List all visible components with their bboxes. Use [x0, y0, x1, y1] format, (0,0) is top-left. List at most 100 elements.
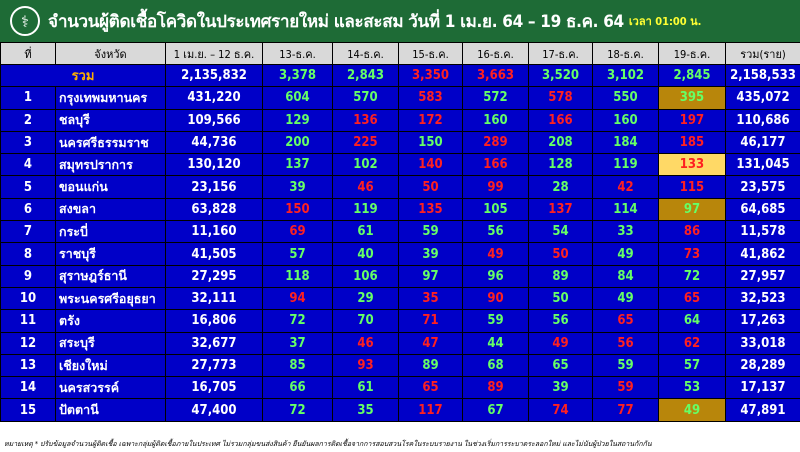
daily-cases: 172 [398, 108, 463, 132]
total-row: รวม 2,135,832 3,378 2,843 3,350 3,663 3,520 3,1… [0, 63, 800, 88]
rank: 11 [0, 309, 56, 333]
daily-cases: 570 [332, 86, 399, 110]
header-row: ที่ จังหวัด 1 เม.ย. – 12 ธ.ค. 13-ธ.ค. 14-ธ.ค… [0, 42, 800, 65]
daily-cases: 94 [262, 286, 333, 311]
daily-cases: 68 [462, 353, 529, 378]
table-row: 6 สงขลา 63,828 150 119 135 105 137 114 97 64,685 [0, 197, 800, 222]
daily-cases: 89 [398, 353, 463, 378]
base-cases: 23,156 [165, 175, 263, 199]
daily-cases: 572 [462, 86, 529, 110]
total-cases: 28,289 [725, 353, 800, 378]
daily-cases: 56 [592, 331, 659, 355]
daily-cases: 150 [262, 197, 333, 222]
daily-cases: 90 [462, 286, 529, 311]
base-cases: 47,400 [165, 398, 263, 422]
daily-cases: 289 [462, 130, 529, 155]
daily-cases: 166 [462, 153, 529, 177]
daily-cases: 71 [398, 309, 463, 333]
rank: 9 [0, 264, 56, 288]
daily-cases: 73 [658, 242, 726, 266]
daily-cases: 47 [398, 331, 463, 355]
daily-cases: 604 [262, 86, 333, 110]
rank: 5 [0, 175, 56, 199]
rank: 6 [0, 197, 56, 222]
province-name: ขอนแก่น [55, 175, 166, 199]
daily-cases: 197 [658, 108, 726, 132]
daily-cases: 137 [528, 197, 593, 222]
daily-cases: 117 [398, 398, 463, 422]
daily-cases: 53 [658, 376, 726, 400]
province-name: ปัตตานี [55, 398, 166, 422]
daily-cases: 137 [262, 153, 333, 177]
daily-cases: 35 [332, 398, 399, 422]
daily-cases: 136 [332, 108, 399, 132]
daily-cases: 62 [658, 331, 726, 355]
daily-cases: 66 [262, 376, 333, 400]
total-cases: 64,685 [725, 197, 800, 222]
daily-cases: 61 [332, 220, 399, 244]
column-header: จังหวัด [55, 42, 166, 65]
daily-cases: 160 [462, 108, 529, 132]
daily-cases: 119 [592, 153, 659, 177]
daily-cases: 59 [462, 309, 529, 333]
daily-cases: 93 [332, 353, 399, 378]
column-header: 15-ธ.ค. [398, 42, 463, 65]
total-label: รวม [0, 63, 166, 88]
rank: 3 [0, 130, 56, 155]
daily-cases: 72 [658, 264, 726, 288]
total-cases: 11,578 [725, 220, 800, 244]
daily-cases: 583 [398, 86, 463, 110]
province-name: นครศรีธรรมราช [55, 130, 166, 155]
daily-cases: 35 [398, 286, 463, 311]
column-header: 16-ธ.ค. [462, 42, 529, 65]
column-header: 13-ธ.ค. [262, 42, 333, 65]
rank: 4 [0, 153, 56, 177]
moph-logo-icon: ⚕ [10, 6, 40, 36]
total-cases: 32,523 [725, 286, 800, 311]
daily-cases: 37 [262, 331, 333, 355]
daily-cases: 395 [658, 86, 726, 110]
daily-cases: 46 [332, 331, 399, 355]
daily-cases: 119 [332, 197, 399, 222]
daily-cases: 85 [262, 353, 333, 378]
title-bar: ⚕ จำนวนผู้ติดเชื้อโควิดในประเทศรายใหม่ แ… [0, 0, 800, 43]
base-cases: 32,677 [165, 331, 263, 355]
daily-cases: 57 [262, 242, 333, 266]
column-header: 14-ธ.ค. [332, 42, 399, 65]
base-cases: 32,111 [165, 286, 263, 311]
daily-cases: 2,845 [658, 63, 726, 88]
daily-cases: 102 [332, 153, 399, 177]
total-cases: 435,072 [725, 86, 800, 110]
daily-cases: 49 [528, 331, 593, 355]
daily-cases: 208 [528, 130, 593, 155]
daily-cases: 200 [262, 130, 333, 155]
province-name: นครสวรรค์ [55, 376, 166, 400]
daily-cases: 59 [398, 220, 463, 244]
rank: 1 [0, 86, 56, 110]
table-row: 7 กระบี่ 11,160 69 61 59 56 54 33 86 11,578 [0, 220, 800, 244]
daily-cases: 56 [528, 309, 593, 333]
base-cases: 27,295 [165, 264, 263, 288]
daily-cases: 59 [592, 376, 659, 400]
daily-cases: 39 [398, 242, 463, 266]
daily-cases: 96 [462, 264, 529, 288]
daily-cases: 42 [592, 175, 659, 199]
rank: 7 [0, 220, 56, 244]
daily-cases: 39 [262, 175, 333, 199]
province-name: สมุทรปราการ [55, 153, 166, 177]
daily-cases: 135 [398, 197, 463, 222]
total-cases: 47,891 [725, 398, 800, 422]
daily-cases: 59 [592, 353, 659, 378]
daily-cases: 65 [398, 376, 463, 400]
province-name: สงขลา [55, 197, 166, 222]
table-row: 9 สุราษฎร์ธานี 27,295 118 106 97 96 89 84 72 27,95… [0, 264, 800, 288]
daily-cases: 49 [592, 242, 659, 266]
daily-cases: 97 [398, 264, 463, 288]
rank: 14 [0, 376, 56, 400]
daily-cases: 166 [528, 108, 593, 132]
daily-cases: 65 [592, 309, 659, 333]
base-cases: 41,505 [165, 242, 263, 266]
daily-cases: 39 [528, 376, 593, 400]
rank: 12 [0, 331, 56, 355]
total-cases: 23,575 [725, 175, 800, 199]
